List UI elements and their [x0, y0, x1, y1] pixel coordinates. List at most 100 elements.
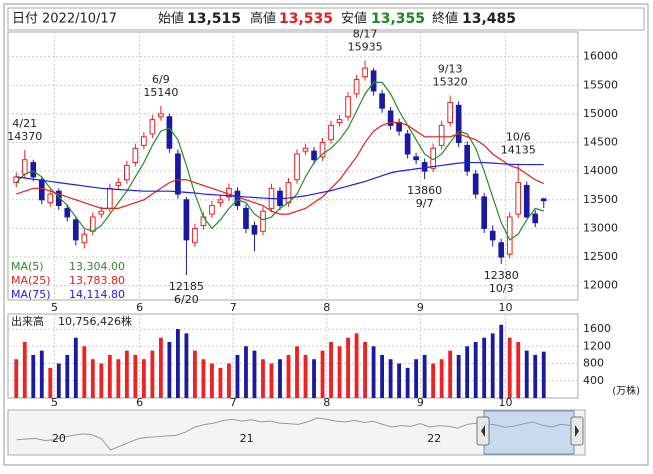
legend-name: MA(75): [11, 288, 51, 301]
annotation-price: 12380: [484, 269, 519, 282]
volume-bar: [150, 350, 155, 398]
annotation-date: 6/20: [174, 293, 199, 306]
candle-body: [141, 136, 147, 146]
candle-body: [81, 233, 88, 244]
volume-bar: [295, 346, 299, 398]
x-tick-label: 5: [51, 301, 58, 314]
volume-bar: [252, 350, 257, 398]
low: 13,355: [371, 11, 425, 27]
open-label: 始値: [158, 11, 184, 27]
annotation-date: 10/3: [489, 282, 514, 295]
candle-body: [234, 190, 241, 207]
close-label: 終値: [432, 11, 458, 27]
volume-bar: [56, 363, 61, 398]
volume-bar: [210, 363, 214, 398]
x-tick-label: 10: [498, 301, 512, 314]
y-tick-label: 15500: [583, 78, 618, 91]
candle-body: [353, 79, 360, 95]
volume-bar: [499, 324, 504, 398]
volume-bar: [303, 354, 308, 398]
candle-body: [115, 182, 122, 186]
candle-body: [532, 213, 539, 224]
x-tick-label: 22: [427, 432, 441, 445]
candle-body: [362, 67, 368, 78]
candle-body: [489, 230, 496, 241]
candle-body: [523, 184, 530, 218]
price-panel: [7, 31, 579, 301]
candle-body: [72, 219, 79, 241]
candle-body: [438, 124, 445, 146]
candle-body: [421, 162, 428, 172]
candle-body: [379, 93, 385, 109]
volume-bar: [269, 363, 274, 398]
volume-bar: [456, 354, 461, 398]
y-tick-label: 12500: [583, 250, 618, 263]
volume-bar: [82, 346, 87, 398]
candle-body: [192, 227, 198, 244]
candle-body: [175, 153, 181, 195]
volume-bar: [65, 354, 70, 398]
candle-body: [183, 199, 190, 241]
high: 13,535: [279, 11, 333, 27]
candle-body: [107, 187, 113, 209]
header-bar: [7, 7, 645, 31]
x-tick-label: 6: [136, 301, 143, 314]
volume-bar: [31, 354, 36, 398]
volume-bar: [218, 367, 223, 398]
volume-bar: [73, 337, 78, 398]
x-tick-label: 9: [417, 396, 424, 409]
candle-body: [226, 187, 232, 198]
candle-body: [481, 196, 488, 229]
annotation-date: 6/9: [152, 73, 170, 86]
candle-body: [302, 147, 309, 152]
candle-body: [243, 207, 249, 229]
y-tick-label: 1600: [583, 322, 611, 335]
volume-bar: [397, 363, 402, 398]
volume-bar: [48, 367, 53, 398]
y-tick-label: 16000: [583, 50, 618, 63]
y-tick-label: 400: [583, 374, 604, 387]
candle-body: [540, 198, 547, 202]
volume-bar: [124, 350, 129, 398]
candle-body: [515, 182, 522, 215]
volume-bar: [422, 354, 427, 398]
candle-body: [47, 193, 54, 204]
candle-body: [89, 216, 96, 232]
volume-bar: [14, 359, 19, 398]
y-tick-label: 14000: [583, 164, 618, 177]
candle-body: [209, 205, 215, 215]
volume-bar: [329, 342, 333, 398]
annotation-price: 14135: [501, 143, 536, 156]
handle-arrow: [575, 425, 579, 437]
volume-bar: [99, 363, 104, 398]
navigator-window[interactable]: [483, 410, 575, 455]
volume-bar: [320, 350, 325, 398]
volume-bar: [371, 346, 376, 398]
candle-body: [311, 150, 317, 161]
candle-body: [396, 121, 402, 132]
volume-bar: [244, 346, 248, 398]
y-tick-label: 15000: [583, 107, 618, 120]
y-tick-label: 13500: [583, 193, 618, 206]
annotation-price: 15320: [433, 76, 468, 89]
volume-bar: [235, 354, 240, 398]
volume-title: 出来高: [11, 314, 44, 328]
volume-bar: [533, 354, 538, 398]
candle-body: [294, 153, 300, 181]
y-tick-label: 12000: [583, 279, 618, 292]
volume-bar: [363, 342, 367, 398]
low-label: 安値: [341, 11, 367, 27]
candle-body: [30, 162, 37, 178]
volume-bar: [541, 351, 546, 398]
candle-body: [149, 119, 156, 135]
volume-bar: [90, 359, 95, 398]
volume-bar: [490, 333, 495, 398]
legend-value: 14,114.80: [69, 288, 125, 301]
x-tick-label: 9: [417, 301, 424, 314]
volume-bar: [227, 363, 231, 398]
volume-bar: [405, 367, 410, 398]
volume-bar: [380, 354, 385, 398]
annotation-date: 4/21: [12, 117, 37, 130]
candle-body: [404, 133, 411, 155]
